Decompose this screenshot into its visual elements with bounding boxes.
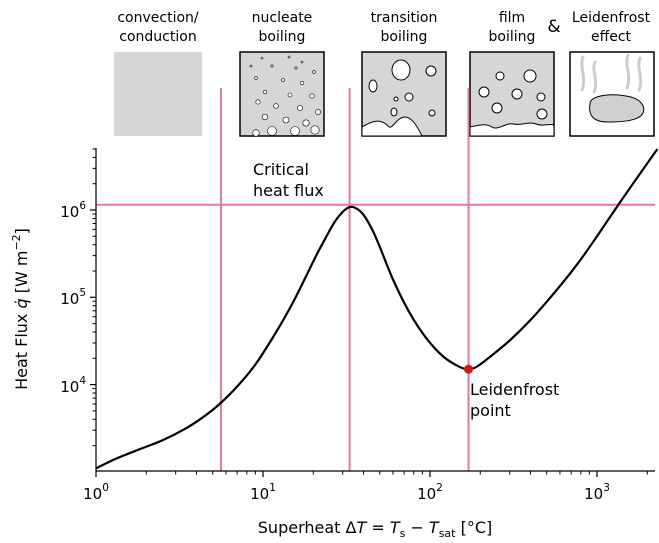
regime-label-convection-line1: convection/: [117, 10, 199, 26]
x-tick-label-1: 101: [250, 482, 276, 503]
guide-lines: [96, 88, 655, 471]
regime-connector: &: [547, 17, 560, 37]
major-ticks: [90, 209, 598, 477]
x-tick-label-3: 103: [584, 482, 610, 503]
regime-label-leidenfrost-line1: Leidenfrost: [572, 10, 651, 26]
regime-label-transition-line1: transition: [371, 10, 438, 26]
regime-label-nucleate-line2: boiling: [259, 29, 306, 45]
regime-labels: convection/ conduction nucleate boiling …: [117, 10, 650, 45]
boiling-curve-line: [95, 148, 659, 470]
leidenfrost-panel: [569, 51, 655, 137]
nucleate-panel: [239, 51, 325, 137]
annotation-leidenfrost-point-line1: Leidenfrost: [470, 380, 559, 399]
y-tick-label-6: 106: [60, 200, 86, 221]
x-tick-labels: 100 101 102 103: [83, 482, 610, 503]
annotation-critical-heat-flux-line2: heat flux: [253, 181, 324, 200]
x-axis-label: Superheat ΔT = Ts − Tsat [°C]: [258, 518, 492, 540]
y-tick-label-5: 105: [60, 287, 86, 308]
convection-panel: [114, 52, 202, 136]
x-tick-label-0: 100: [83, 482, 109, 503]
y-tick-labels: 104 105 106: [60, 200, 86, 396]
transition-panel: [361, 51, 447, 137]
film-panel: [469, 51, 555, 137]
y-axis-label: Heat Flux q̇ [W m−2]: [10, 228, 31, 390]
annotation-critical-heat-flux-line1: Critical: [253, 160, 309, 179]
annotation-leidenfrost-point-line2: point: [470, 401, 511, 420]
axes: [95, 148, 655, 472]
regime-label-film-line1: film: [499, 10, 525, 26]
leidenfrost-point-marker: [463, 364, 473, 374]
regime-label-transition-line2: boiling: [381, 29, 428, 45]
y-tick-label-4: 104: [60, 375, 86, 396]
regime-panels: [114, 51, 655, 137]
minor-ticks: [92, 148, 648, 475]
regime-label-nucleate-line1: nucleate: [252, 10, 313, 26]
regime-label-film-line2: boiling: [489, 29, 536, 45]
regime-label-leidenfrost-line2: effect: [591, 29, 632, 45]
x-tick-label-2: 102: [417, 482, 443, 503]
regime-label-convection-line2: conduction: [119, 29, 196, 45]
